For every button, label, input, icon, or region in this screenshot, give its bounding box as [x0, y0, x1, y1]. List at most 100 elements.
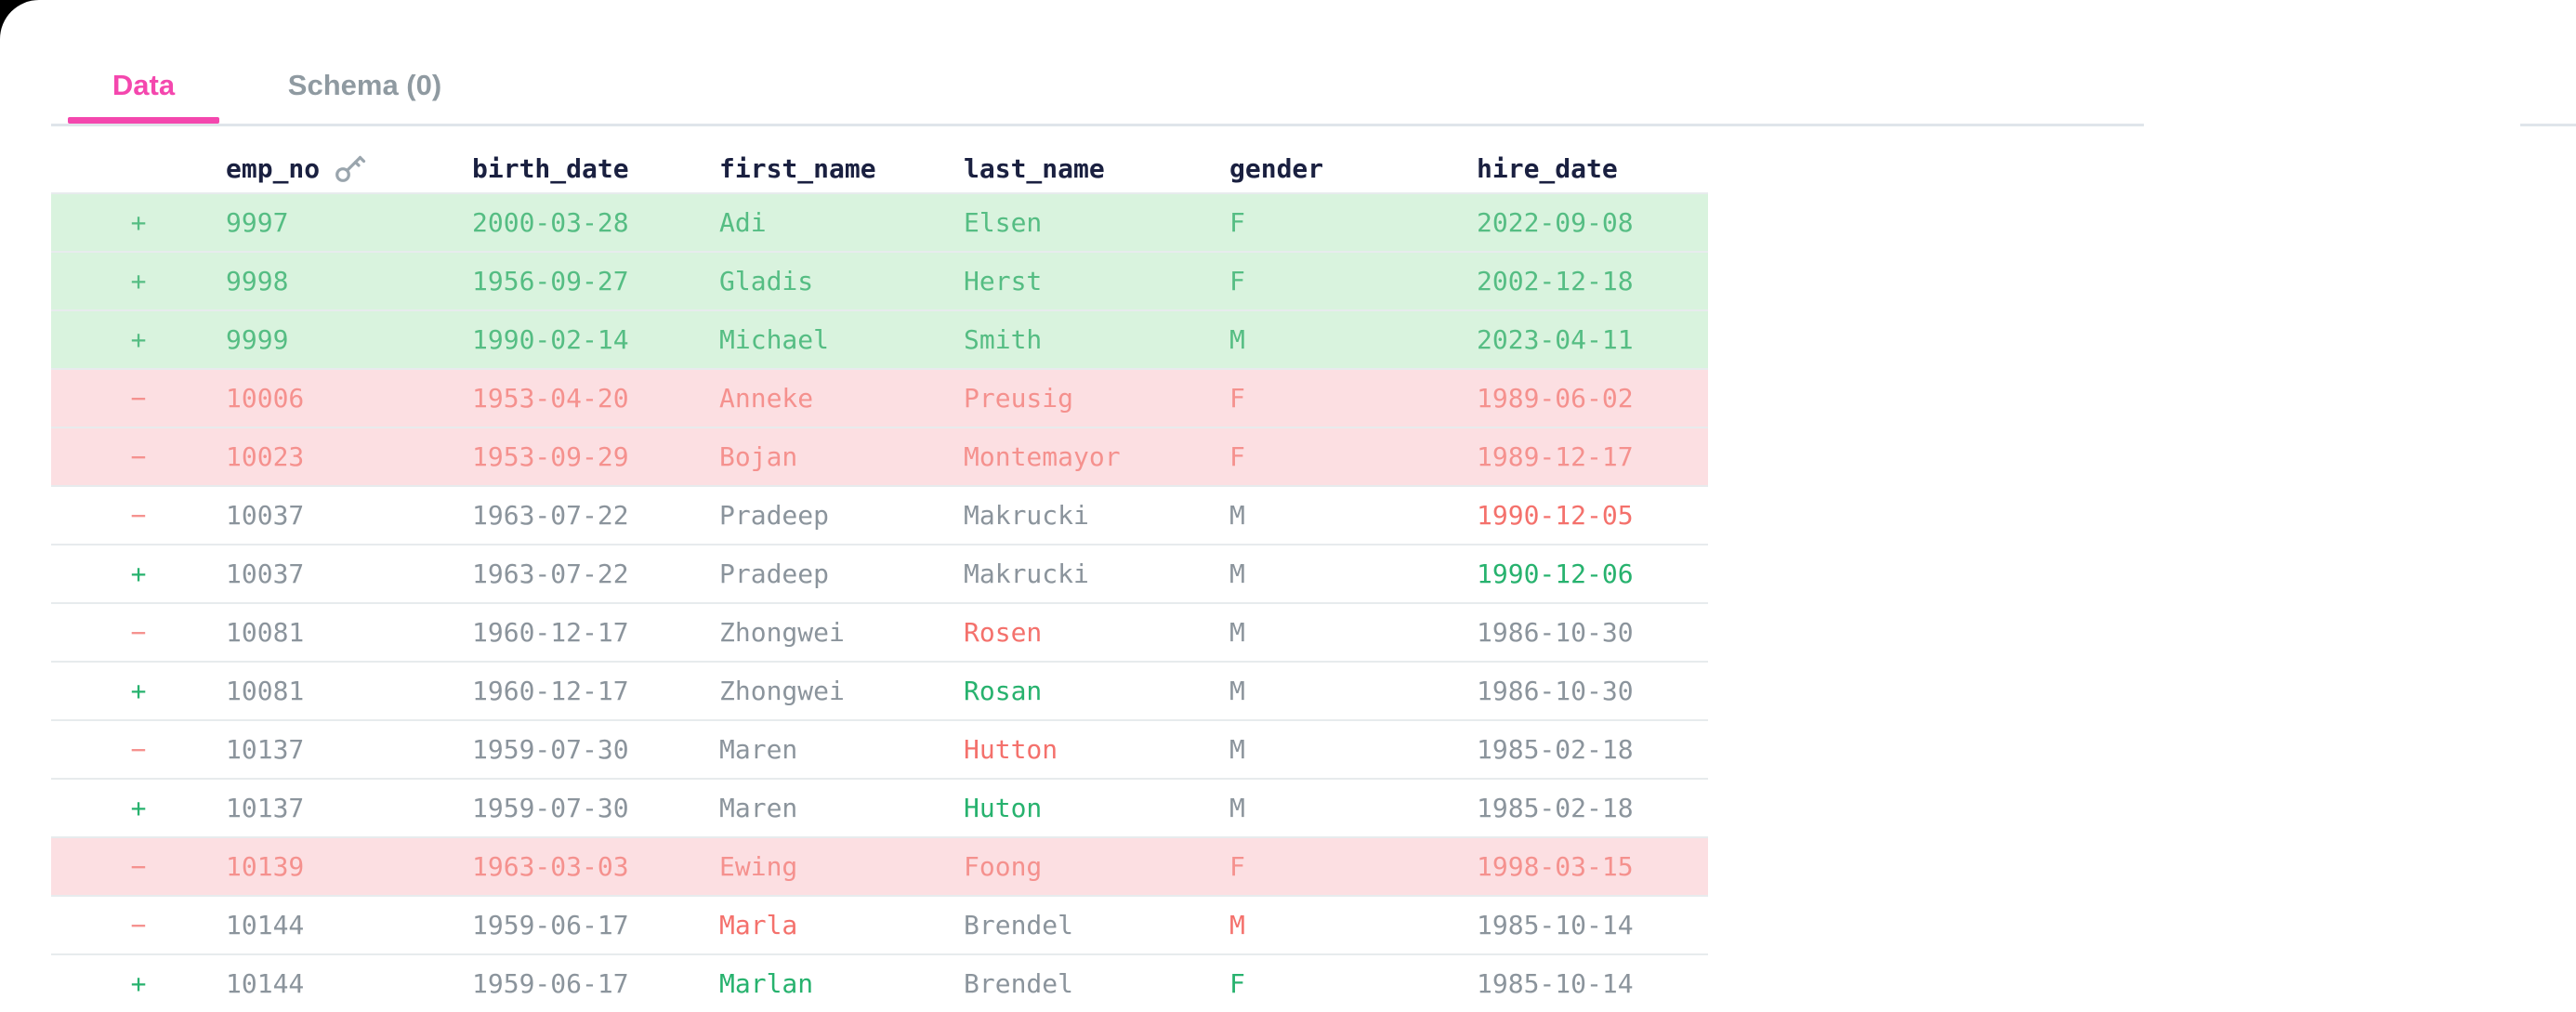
cell-birth_date: 1990-02-14 [472, 324, 629, 355]
column-header-label: emp_no [226, 152, 321, 184]
column-header-last-name: last_name [964, 153, 1229, 184]
cell-gender: F [1229, 383, 1245, 414]
cell-first_name: Gladis [719, 266, 814, 296]
diff-marker: + [130, 676, 147, 706]
column-header-label: first_name [719, 152, 876, 184]
cell-last_name: Rosen [964, 617, 1043, 648]
cell-hire_date: 1998-03-15 [1477, 851, 1634, 882]
active-tab-underline [68, 117, 219, 124]
cell-last_name: Huton [964, 793, 1043, 823]
cell-birth_date: 1963-03-03 [472, 851, 629, 882]
cell-emp_no: 10137 [226, 734, 305, 765]
table-row: − 10139 1963-03-03 Ewing Foong F 1998-03-15 [51, 836, 1708, 895]
cell-first_name: Pradeep [719, 500, 830, 531]
cell-gender: F [1229, 851, 1245, 882]
table-row: +10144 1959-06-17 Marlan Brendel F 1985-10-14 [51, 953, 1708, 1012]
cell-first_name: Adi [719, 207, 767, 238]
cell-birth_date: 1963-07-22 [472, 500, 629, 531]
column-header-label: last_name [964, 152, 1105, 184]
cell-hire_date: 1985-02-18 [1477, 793, 1634, 823]
cell-emp_no: 10081 [226, 617, 305, 648]
diff-marker: − [130, 500, 147, 531]
cell-hire_date: 1990-12-06 [1477, 559, 1634, 589]
cell-gender: F [1229, 441, 1245, 472]
cell-hire_date: 1985-02-18 [1477, 734, 1634, 765]
table-row: − 10081 1960-12-17 Zhongwei Rosen M 1986-10-30 [51, 602, 1708, 661]
cell-hire_date: 1985-10-14 [1477, 968, 1634, 999]
cell-birth_date: 1953-09-29 [472, 441, 629, 472]
table-row: − 10137 1959-07-30 Maren Hutton M 1985-02-18 [51, 719, 1708, 778]
cell-last_name: Elsen [964, 207, 1043, 238]
cell-first_name: Anneke [719, 383, 814, 414]
cell-last_name: Herst [964, 266, 1043, 296]
cell-birth_date: 1959-07-30 [472, 734, 629, 765]
cell-emp_no: 10144 [226, 968, 305, 999]
tab-data[interactable]: Data [68, 46, 219, 124]
cell-gender: M [1229, 793, 1245, 823]
cell-last_name: Brendel [964, 910, 1074, 940]
column-header-gender: gender [1229, 153, 1477, 184]
cell-last_name: Preusig [964, 383, 1074, 414]
cell-last_name: Montemayor [964, 441, 1121, 472]
cell-emp_no: 9997 [226, 207, 289, 238]
cell-emp_no: 9999 [226, 324, 289, 355]
cell-emp_no: 9998 [226, 266, 289, 296]
diff-marker: + [130, 207, 147, 238]
cell-hire_date: 1989-06-02 [1477, 383, 1634, 414]
column-header-emp-no: emp_no [226, 151, 472, 185]
column-header-label: gender [1229, 152, 1324, 184]
cell-hire_date: 1990-12-05 [1477, 500, 1634, 531]
cell-first_name: Marla [719, 910, 798, 940]
key-icon [335, 155, 366, 182]
diff-table-body: +9997 2000-03-28 Adi Elsen F 2022-09-08 +9998 1… [51, 192, 1708, 1012]
cell-hire_date: 2002-12-18 [1477, 266, 1634, 296]
cell-first_name: Maren [719, 793, 798, 823]
cell-birth_date: 1960-12-17 [472, 676, 629, 706]
diff-marker: − [130, 383, 147, 414]
column-header-first-name: first_name [719, 153, 964, 184]
cell-last_name: Smith [964, 324, 1043, 355]
diff-marker: − [130, 441, 147, 472]
cell-gender: F [1229, 266, 1245, 296]
column-header-birth-date: birth_date [472, 153, 719, 184]
tab-data-label: Data [112, 68, 176, 101]
tab-bar-divider-right-segment [2520, 124, 2576, 126]
cell-first_name: Zhongwei [719, 676, 845, 706]
cell-hire_date: 2022-09-08 [1477, 207, 1634, 238]
cell-emp_no: 10081 [226, 676, 305, 706]
cell-gender: F [1229, 207, 1245, 238]
cell-first_name: Zhongwei [719, 617, 845, 648]
tab-schema[interactable]: Schema (0) [269, 46, 460, 124]
cell-gender: F [1229, 968, 1245, 999]
diff-marker: − [130, 851, 147, 882]
diff-marker: − [130, 617, 147, 648]
cell-emp_no: 10037 [226, 559, 305, 589]
cell-hire_date: 1986-10-30 [1477, 617, 1634, 648]
cell-hire_date: 1989-12-17 [1477, 441, 1634, 472]
cell-gender: M [1229, 910, 1245, 940]
cell-last_name: Hutton [964, 734, 1058, 765]
table-row: +10037 1963-07-22 Pradeep Makrucki M 1990-12-… [51, 544, 1708, 602]
table-row: +9997 2000-03-28 Adi Elsen F 2022-09-08 [51, 192, 1708, 251]
table-row: +10081 1960-12-17 Zhongwei Rosan M 1986-10-30 [51, 661, 1708, 719]
cell-gender: M [1229, 734, 1245, 765]
cell-last_name: Makrucki [964, 559, 1089, 589]
cell-gender: M [1229, 676, 1245, 706]
cell-birth_date: 1963-07-22 [472, 559, 629, 589]
cell-gender: M [1229, 500, 1245, 531]
table-row: +9999 1990-02-14 Michael Smith M 2023-04-11 [51, 309, 1708, 368]
cell-last_name: Foong [964, 851, 1043, 882]
table-row: − 10006 1953-04-20 Anneke Preusig F 1989-06-02 [51, 368, 1708, 427]
diff-marker: + [130, 324, 147, 355]
table-row: − 10023 1953-09-29 Bojan Montemayor F 1989-12-… [51, 427, 1708, 485]
cell-gender: M [1229, 324, 1245, 355]
cell-first_name: Ewing [719, 851, 798, 882]
table-row: +9998 1956-09-27 Gladis Herst F 2002-12-18 [51, 251, 1708, 309]
cell-last_name: Makrucki [964, 500, 1089, 531]
cell-emp_no: 10144 [226, 910, 305, 940]
tab-bar-divider [51, 124, 2144, 126]
cell-gender: M [1229, 559, 1245, 589]
cell-last_name: Rosan [964, 676, 1043, 706]
cell-birth_date: 1959-06-17 [472, 968, 629, 999]
